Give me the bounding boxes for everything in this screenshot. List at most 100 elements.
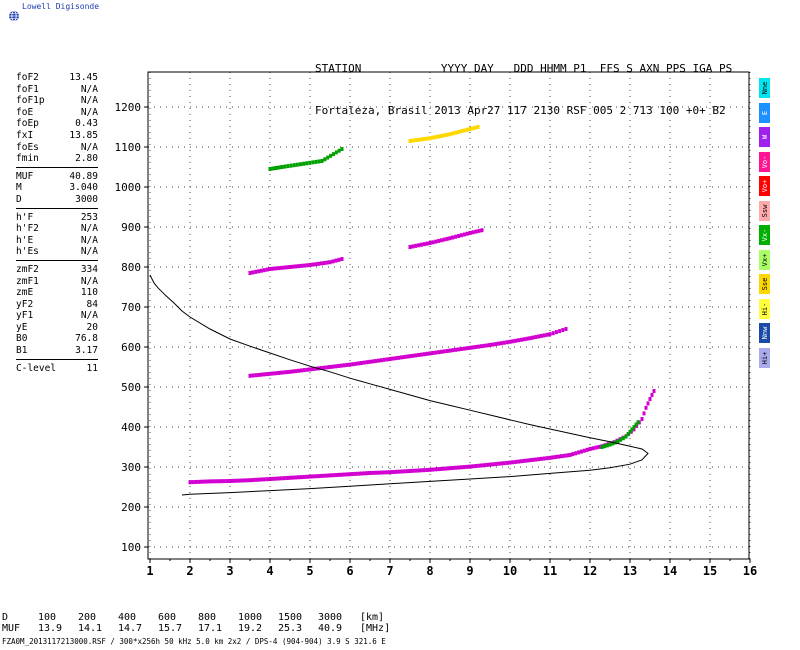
echo-point [534, 457, 538, 462]
muf-table-unit: [km] [360, 612, 385, 623]
echo-point [368, 471, 372, 475]
legend-label: Hi- [760, 302, 769, 315]
x-tick-label: 4 [266, 564, 273, 578]
echo-point [305, 367, 309, 372]
echo-point [468, 231, 472, 235]
param-row: h'Es N/A [16, 246, 98, 258]
echo-point [468, 464, 472, 469]
echo-point [188, 480, 192, 485]
param-value: 3.040 [69, 182, 98, 194]
echo-point [348, 362, 352, 367]
param-value: 110 [80, 287, 98, 299]
param-value: N/A [80, 95, 98, 107]
echo-point [351, 472, 355, 477]
echo-point [362, 360, 366, 365]
echo-point [334, 364, 338, 369]
param-value: 84 [86, 298, 98, 310]
echo-point [459, 465, 463, 470]
echo-point [317, 159, 321, 164]
echo-point [314, 474, 318, 479]
echo-point [285, 475, 289, 480]
echo-point [325, 260, 329, 265]
echo-point [294, 369, 298, 374]
echo-point [311, 474, 315, 479]
echo-point [459, 129, 463, 134]
echo-point [652, 389, 656, 393]
echo-point [422, 352, 426, 357]
y-tick-label: 200 [121, 501, 141, 514]
param-row: zmE 110 [16, 287, 98, 299]
legend-item: Nnw [759, 323, 770, 343]
echo-point [254, 477, 258, 482]
param-name: B1 [16, 345, 28, 357]
param-value: N/A [80, 246, 98, 258]
echo-point [319, 366, 323, 371]
echo-point [385, 470, 389, 475]
param-row: yF1 N/A [16, 310, 98, 322]
legend-item: Hi+ [759, 347, 770, 368]
echo-trace [188, 389, 656, 485]
echo-point [277, 266, 281, 271]
echo-point [368, 359, 372, 364]
echo-trace [600, 420, 640, 449]
legend-item: W [759, 127, 770, 147]
echo-point [514, 338, 518, 343]
echo-point [508, 460, 512, 465]
echo-point [457, 347, 461, 352]
x-tick-label: 16 [743, 564, 757, 578]
legend-label: Ssw [760, 204, 769, 217]
echo-point [274, 266, 278, 271]
param-name: B0 [16, 333, 28, 345]
echo-point [437, 467, 441, 472]
echo-point [582, 448, 586, 453]
echo-point [194, 479, 198, 484]
echo-point [505, 340, 509, 345]
muf-table-cell: 25.3 [278, 623, 303, 634]
echo-point [448, 236, 452, 241]
echo-point [279, 370, 283, 375]
echo-point [448, 132, 452, 137]
echo-point [488, 462, 492, 467]
echo-point [268, 267, 272, 271]
echo-point [565, 453, 569, 458]
echo-point [564, 327, 568, 331]
echo-point [644, 405, 648, 410]
echo-point [517, 338, 521, 343]
echo-point [634, 422, 638, 427]
echo-point [388, 470, 392, 475]
echo-point [295, 162, 299, 167]
echo-point [462, 232, 466, 237]
legend-label: Nne [760, 81, 769, 95]
file-info-footer: FZA0M_2013117213000.RSF / 300*x256h 50 k… [2, 637, 386, 646]
echo-point [308, 160, 312, 165]
param-name: zmE [16, 287, 34, 299]
echo-point [374, 359, 378, 363]
param-row: foE N/A [16, 107, 98, 119]
muf-table-row-label: D [2, 612, 9, 623]
echo-point [419, 242, 423, 247]
echo-point [445, 466, 449, 471]
echo-point [650, 393, 654, 397]
legend-item: Hi- [759, 298, 770, 319]
brand-name: Lowell Digisonde [22, 2, 100, 11]
echo-point [239, 478, 243, 483]
param-name: foEp [16, 118, 39, 130]
echo-point [314, 262, 318, 267]
echo-point [331, 259, 335, 264]
legend-label: Hi+ [760, 351, 769, 364]
echo-point [259, 372, 263, 377]
echo-point [537, 457, 541, 462]
x-tick-label: 7 [386, 564, 393, 578]
legend-item: Vo- [759, 151, 770, 172]
param-row: B1 3.17 [16, 345, 98, 357]
echo-point [428, 351, 432, 356]
echo-point [451, 465, 455, 470]
echo-point [282, 370, 286, 375]
param-name: h'F [16, 211, 34, 223]
echo-point [288, 369, 292, 374]
y-tick-label: 300 [121, 461, 141, 474]
echo-point [298, 162, 302, 167]
echo-point [474, 464, 478, 469]
param-value: 13.45 [69, 72, 98, 83]
muf-table-cell: 13.9 [38, 623, 63, 634]
